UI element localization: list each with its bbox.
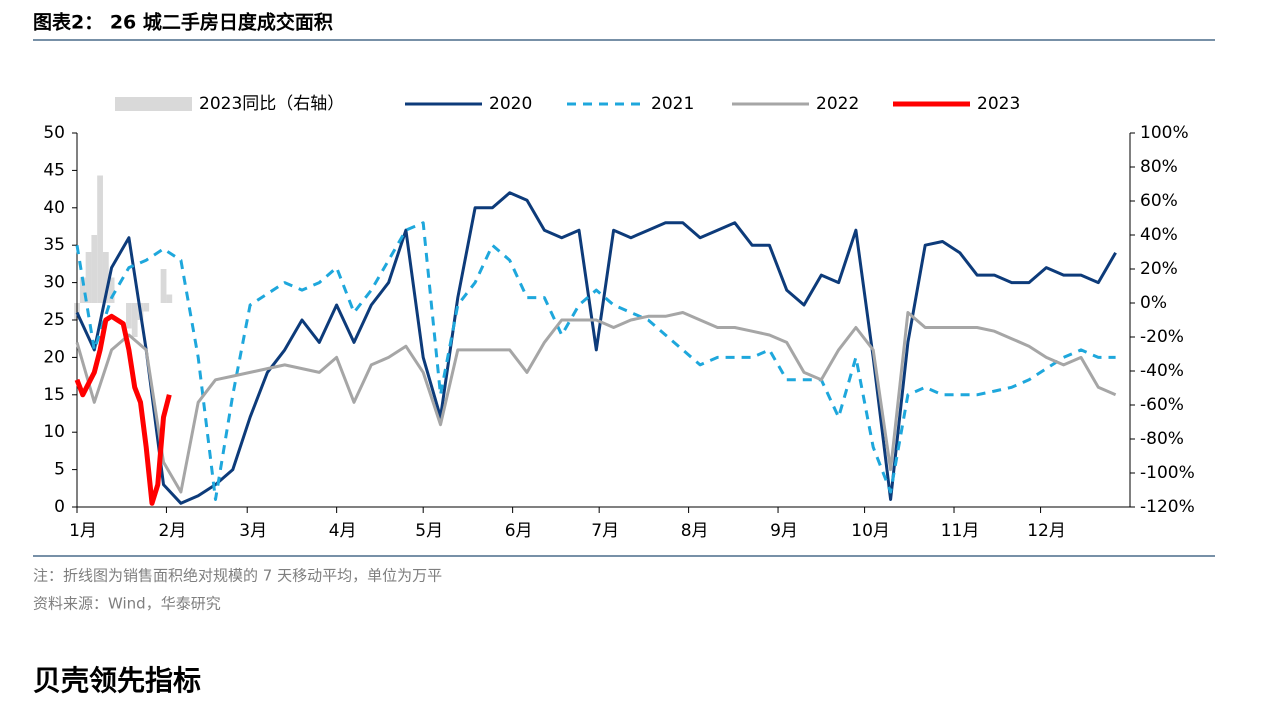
legend-label: 2023 [977, 94, 1020, 114]
y2-tick-label: -100% [1140, 463, 1195, 483]
x-tick-label: 7月 [591, 521, 619, 541]
bar [166, 294, 173, 303]
bar [91, 235, 98, 303]
footer: 贝壳领先指标 [33, 664, 201, 697]
y-tick-label: 20 [43, 347, 65, 367]
bar [108, 277, 115, 303]
y-tick-label: 5 [54, 460, 65, 480]
bar [85, 252, 92, 303]
y-tick-label: 0 [54, 497, 65, 517]
bar [160, 269, 167, 303]
y2-tick-label: 40% [1140, 225, 1178, 245]
line [75, 221, 1116, 501]
y-tick-label: 35 [43, 235, 65, 255]
x-tick-label: 11月 [941, 521, 980, 541]
x-tick-label: 10月 [851, 521, 890, 541]
legend-swatch [115, 97, 192, 111]
x-tick-label: 5月 [415, 521, 443, 541]
bar [97, 175, 103, 303]
line [75, 191, 1117, 505]
legend-label: 2022 [816, 94, 859, 114]
y-tick-label: 15 [43, 385, 65, 405]
y-tick-label: 50 [43, 123, 65, 143]
y2-tick-label: -40% [1140, 361, 1184, 381]
legend-label: 2020 [489, 94, 532, 114]
y2-tick-label: 100% [1140, 123, 1189, 143]
x-tick-label: 1月 [69, 521, 97, 541]
x-tick-label: 3月 [239, 521, 267, 541]
line [74, 313, 172, 506]
x-tick-label: 2月 [159, 521, 187, 541]
bar [102, 252, 109, 303]
y2-tick-label: 0% [1140, 293, 1167, 313]
x-tick-label: 12月 [1027, 521, 1066, 541]
x-tick-label: 6月 [505, 521, 533, 541]
y-tick-label: 25 [43, 310, 65, 330]
y2-tick-label: -120% [1140, 497, 1195, 517]
y2-tick-label: -80% [1140, 429, 1184, 449]
bar [79, 277, 86, 303]
note: 注：折线图为销售面积绝对规模的 7 天移动平均，单位为万平 [33, 567, 442, 585]
y-tick-label: 45 [43, 160, 65, 180]
chart-title: 图表2： 26 城二手房日度成交面积 [33, 11, 333, 34]
y2-tick-label: 80% [1140, 157, 1178, 177]
x-tick-label: 9月 [770, 521, 798, 541]
note: 资料来源：Wind，华泰研究 [33, 595, 221, 613]
x-tick-label: 4月 [329, 521, 357, 541]
bar [131, 303, 138, 337]
bar [126, 303, 132, 329]
y-tick-label: 10 [43, 422, 65, 442]
legend-label: 2023同比（右轴） [199, 94, 344, 114]
legend-label: 2021 [651, 94, 694, 114]
y2-tick-label: -60% [1140, 395, 1184, 415]
y2-tick-label: 20% [1140, 259, 1178, 279]
line [75, 311, 1117, 494]
y-tick-label: 30 [43, 273, 65, 293]
y-tick-label: 40 [43, 198, 65, 218]
y2-tick-label: 60% [1140, 191, 1178, 211]
x-tick-label: 8月 [681, 521, 709, 541]
bar [143, 303, 150, 312]
y2-tick-label: -20% [1140, 327, 1184, 347]
